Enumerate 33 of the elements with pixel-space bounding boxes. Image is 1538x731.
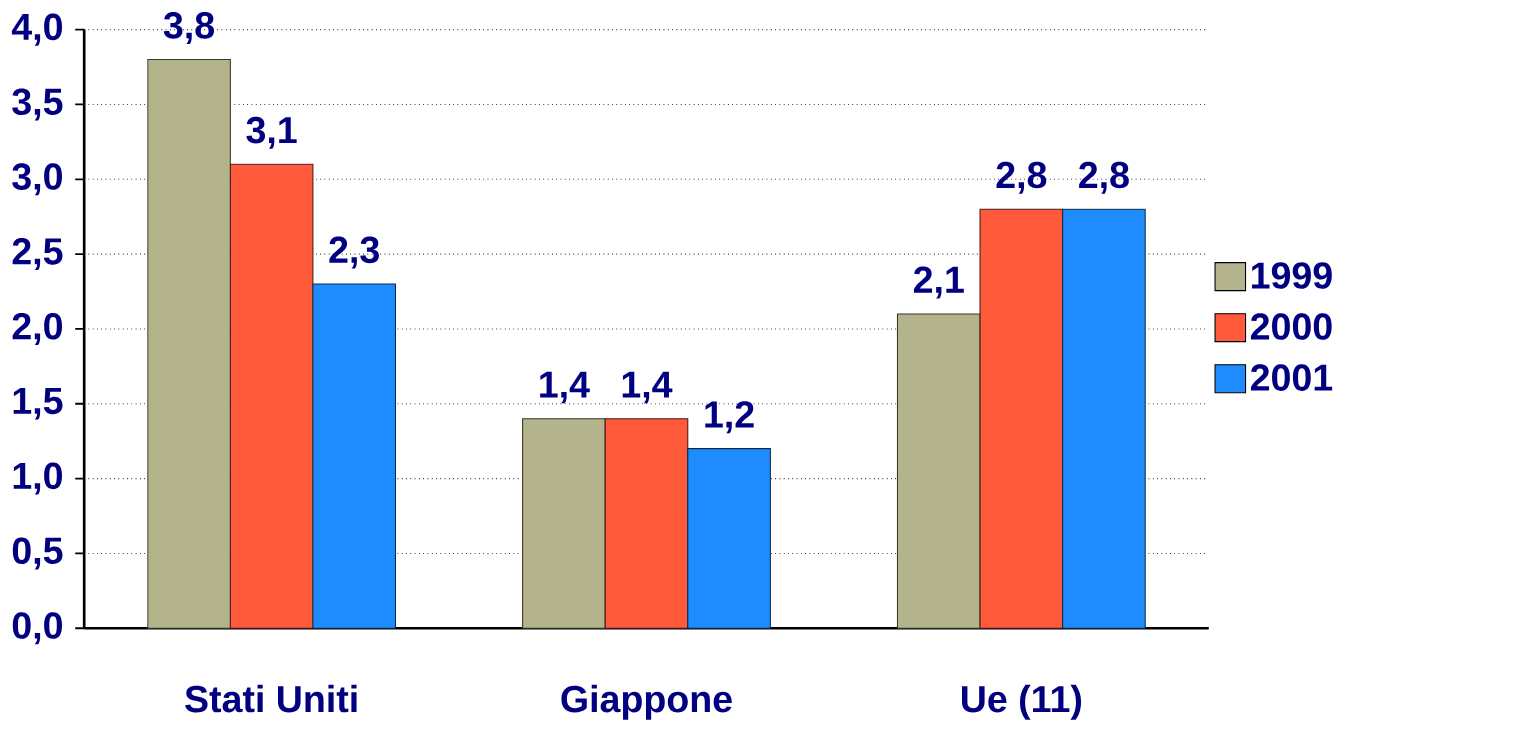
y-tick-label: 2,5 <box>12 238 63 271</box>
data-label: 2,8 <box>1079 161 1129 194</box>
y-tick-label: 1,5 <box>13 387 63 420</box>
y-tick-label: 0,5 <box>12 537 63 570</box>
data-label: 1,4 <box>540 371 590 404</box>
bar <box>1062 208 1146 629</box>
data-label: 1,2 <box>705 401 754 434</box>
data-label: 2,8 <box>996 161 1047 194</box>
x-tick-label: Ue (11) <box>962 684 1082 720</box>
data-label: 2,1 <box>913 266 964 299</box>
bar <box>522 418 606 629</box>
data-label: 3,8 <box>163 12 214 45</box>
legend-label: 1999 <box>1252 262 1332 289</box>
legend-label: 2000 <box>1250 313 1332 340</box>
bar <box>687 448 771 629</box>
y-tick-label: 3,5 <box>12 88 63 121</box>
y-tick-label: 2,0 <box>12 312 62 345</box>
y-tick-label: 3,0 <box>12 163 62 196</box>
bar <box>229 163 314 629</box>
y-tick-label: 0,0 <box>12 612 62 645</box>
legend-label: 2001 <box>1250 364 1333 391</box>
data-label: 1,4 <box>622 371 673 404</box>
data-label: 3,1 <box>246 116 297 149</box>
x-tick-label: Stati Uniti <box>185 684 357 713</box>
y-tick-label: 1,0 <box>13 462 62 495</box>
bar <box>604 418 689 629</box>
bar <box>312 283 397 629</box>
data-label: 2,3 <box>329 236 379 269</box>
x-tick-label: Giappone <box>561 684 732 720</box>
bar <box>979 208 1064 629</box>
y-tick-label: 4,0 <box>11 13 62 46</box>
bar <box>896 313 981 629</box>
bar <box>147 58 231 629</box>
